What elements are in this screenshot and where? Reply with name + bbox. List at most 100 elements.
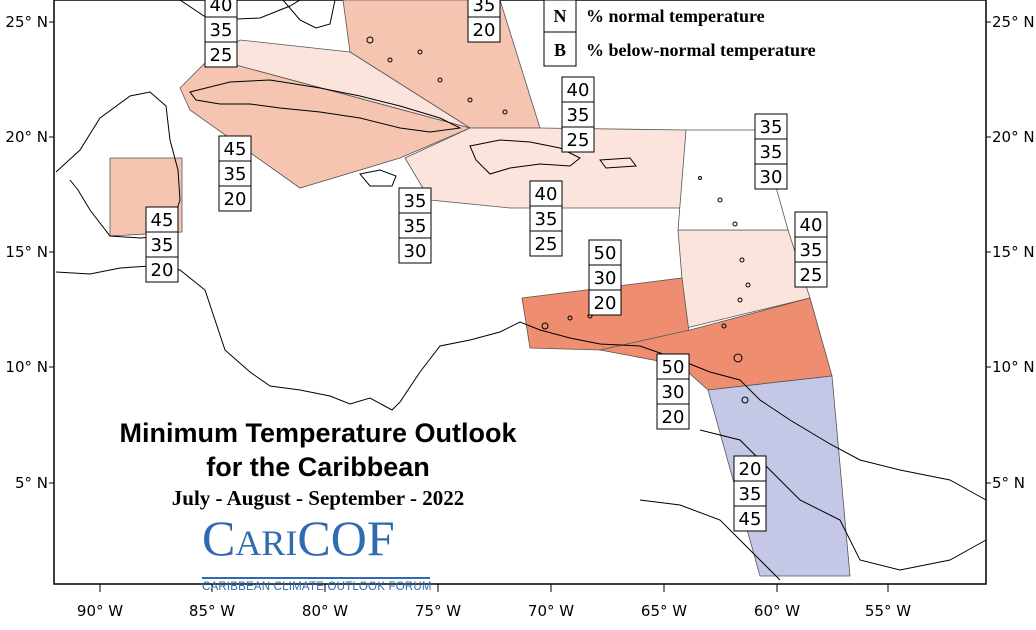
prob-value: 35 bbox=[151, 235, 174, 256]
prob-cell bbox=[656, 378, 690, 405]
logo-rule bbox=[202, 577, 430, 579]
prob-value: 25 bbox=[800, 265, 823, 286]
prob-value: 35 bbox=[404, 216, 427, 237]
prob-cell bbox=[145, 256, 179, 283]
prob-value: 20 bbox=[594, 293, 617, 314]
prob-cell bbox=[529, 230, 563, 257]
prob-cell bbox=[561, 101, 595, 128]
latitude-axis-left: 25° N 20° N 15° N 10° N 5° N bbox=[5, 13, 48, 492]
lon-tick-65w: 65° W bbox=[641, 602, 687, 620]
prob-value: 35 bbox=[739, 484, 762, 505]
prob-cell bbox=[656, 403, 690, 430]
map-frame bbox=[53, 0, 987, 585]
prob-cell bbox=[529, 180, 563, 207]
coast-south-america bbox=[499, 321, 987, 501]
prob-box-leeward-north: 35 35 30 bbox=[754, 113, 788, 190]
tick-marks bbox=[49, 21, 991, 592]
prob-cell bbox=[754, 163, 788, 190]
prob-value: 45 bbox=[151, 210, 174, 231]
lat-tick-5n-right: 5° N bbox=[992, 474, 1025, 492]
prob-value: 30 bbox=[594, 268, 617, 289]
latitude-axis-right: 25° N 20° N 15° N 10° N 5° N bbox=[992, 13, 1035, 492]
season-label: July - August - September - 2022 bbox=[171, 486, 465, 510]
prob-box-trinidad: 50 30 20 bbox=[656, 353, 690, 430]
prob-value: 25 bbox=[567, 130, 590, 151]
prob-value: 45 bbox=[224, 139, 247, 160]
prob-cell bbox=[588, 264, 622, 291]
lat-tick-15n: 15° N bbox=[5, 243, 48, 261]
prob-cell bbox=[398, 237, 432, 264]
map-title-line1: Minimum Temperature Outlook bbox=[119, 418, 517, 448]
prob-cell bbox=[398, 187, 432, 214]
coast-jamaica bbox=[359, 169, 397, 187]
legend-key-normal: N bbox=[554, 6, 567, 26]
prob-box-jamaica: 35 35 30 bbox=[398, 187, 432, 264]
legend: N B % normal temperature % below-normal … bbox=[543, 0, 816, 67]
prob-box-hispaniola-north: 40 35 25 bbox=[561, 76, 595, 153]
prob-value: 40 bbox=[210, 0, 233, 16]
prob-box-hispaniola-south: 40 35 25 bbox=[529, 180, 563, 257]
prob-cell bbox=[733, 480, 767, 507]
logo-tagline: CARIBBEAN CLIMATE OUTLOOK FORUM bbox=[202, 581, 432, 593]
lon-tick-80w: 80° W bbox=[302, 602, 348, 620]
lat-tick-10n: 10° N bbox=[5, 358, 48, 376]
lon-tick-75w: 75° W bbox=[415, 602, 461, 620]
lat-tick-10n-right: 10° N bbox=[992, 358, 1035, 376]
prob-value: 20 bbox=[224, 189, 247, 210]
prob-value: 45 bbox=[739, 509, 762, 530]
prob-value: 25 bbox=[535, 234, 558, 255]
prob-box-guianas: 20 35 45 bbox=[733, 455, 767, 532]
prob-value: 35 bbox=[760, 142, 783, 163]
longitude-axis: 90° W 85° W 80° W 75° W 70° W 65° W 60° … bbox=[77, 602, 911, 620]
prob-box-leeward-south: 40 35 25 bbox=[794, 211, 828, 288]
lat-tick-20n: 20° N bbox=[5, 128, 48, 146]
logo-wordmark: CARICOF bbox=[202, 510, 395, 566]
prob-value: 50 bbox=[594, 243, 617, 264]
prob-box-cuba-north: 40 35 25 bbox=[204, 0, 238, 68]
prob-value: 20 bbox=[662, 407, 685, 428]
prob-cell bbox=[794, 211, 828, 238]
map-title-line2: for the Caribbean bbox=[206, 452, 430, 482]
prob-value: 30 bbox=[760, 167, 783, 188]
lon-tick-85w: 85° W bbox=[189, 602, 235, 620]
lat-tick-25n: 25° N bbox=[5, 13, 48, 31]
legend-text-below: % below-normal temperature bbox=[586, 40, 816, 60]
prob-value: 20 bbox=[739, 459, 762, 480]
coastlines bbox=[55, 0, 987, 581]
prob-cell bbox=[794, 261, 828, 288]
prob-cell bbox=[218, 185, 252, 212]
prob-cell bbox=[754, 113, 788, 140]
prob-cell bbox=[588, 289, 622, 316]
prob-cell bbox=[218, 160, 252, 187]
prob-cell bbox=[467, 16, 501, 43]
prob-value: 35 bbox=[535, 209, 558, 230]
lon-tick-55w: 55° W bbox=[865, 602, 911, 620]
prob-cell bbox=[204, 41, 238, 68]
legend-text-normal: % normal temperature bbox=[586, 6, 765, 26]
prob-value: 20 bbox=[473, 20, 496, 41]
coast-yucatan bbox=[55, 91, 181, 239]
prob-cell bbox=[588, 239, 622, 266]
prob-value: 35 bbox=[473, 0, 496, 16]
prob-box-cuba-west: 45 35 20 bbox=[218, 135, 252, 212]
prob-value: 50 bbox=[662, 357, 685, 378]
coast-florida bbox=[179, 0, 336, 29]
prob-value: 40 bbox=[535, 184, 558, 205]
lat-tick-25n-right: 25° N bbox=[992, 13, 1035, 31]
lon-tick-70w: 70° W bbox=[528, 602, 574, 620]
prob-value: 35 bbox=[210, 20, 233, 41]
coast-inland-border bbox=[639, 499, 781, 581]
prob-cell bbox=[656, 353, 690, 380]
region-guianas bbox=[707, 375, 851, 577]
prob-value: 30 bbox=[662, 382, 685, 403]
lat-tick-5n: 5° N bbox=[15, 474, 48, 492]
prob-cell bbox=[733, 505, 767, 532]
prob-value: 35 bbox=[800, 240, 823, 261]
title-block: Minimum Temperature Outlook for the Cari… bbox=[78, 416, 558, 511]
coast-cuba bbox=[189, 79, 462, 133]
prob-value: 20 bbox=[151, 260, 174, 281]
